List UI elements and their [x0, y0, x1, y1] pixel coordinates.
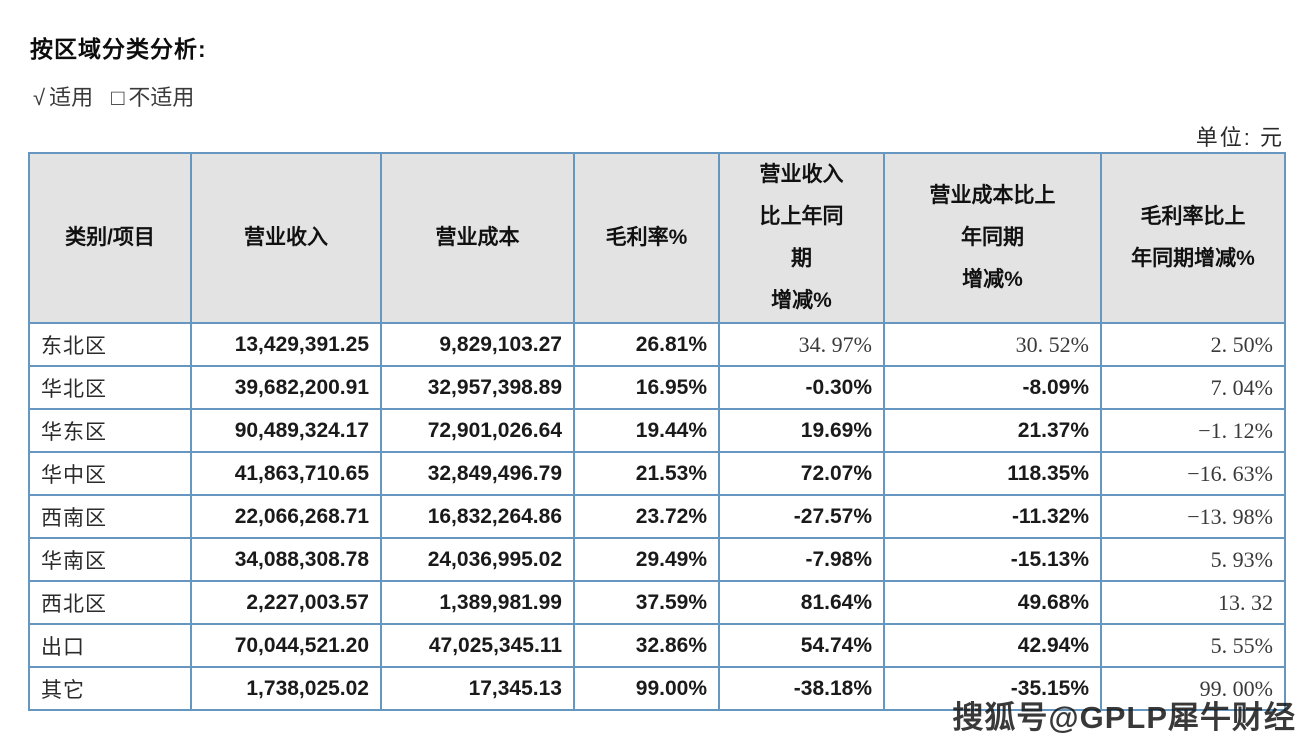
table-header-cell: 毛利率% — [573, 152, 720, 324]
table-cell: 118.35% — [883, 451, 1102, 496]
table-cell: 34. 97% — [718, 322, 885, 367]
table-row: 华中区 41,863,710.65 32,849,496.79 21.53% 72.07… — [28, 451, 1286, 496]
table-header-cell: 营业成本 — [380, 152, 575, 324]
table-cell: −16. 63% — [1100, 451, 1286, 496]
table-header-cell: 营业成本比上 年同期 增减% — [883, 152, 1102, 324]
table-header-cell: 营业收入 比上年同 期 增减% — [718, 152, 885, 324]
watermark: 搜狐号@GPLP犀牛财经 — [952, 700, 1296, 735]
table-cell: 42.94% — [883, 623, 1102, 668]
table-row: 出口 70,044,521.20 47,025,345.11 32.86% 54.74%… — [28, 623, 1286, 668]
row-label-cell: 华东区 — [28, 408, 192, 453]
table-body: 东北区 13,429,391.25 9,829,103.27 26.81% 34. 97… — [28, 322, 1286, 711]
table-cell: 16,832,264.86 — [380, 494, 575, 539]
table-cell: 72,901,026.64 — [380, 408, 575, 453]
table-cell: 1,738,025.02 — [190, 666, 382, 711]
checkmark-icon: √ — [33, 85, 46, 110]
table-cell: 23.72% — [573, 494, 720, 539]
table-row: 华北区 39,682,200.91 32,957,398.89 16.95% -0.30… — [28, 365, 1286, 410]
table-cell: 19.69% — [718, 408, 885, 453]
row-label-cell: 东北区 — [28, 322, 192, 367]
table-row: 西南区 22,066,268.71 16,832,264.86 23.72% -27.5… — [28, 494, 1286, 539]
table-cell: 32,957,398.89 — [380, 365, 575, 410]
row-label-cell: 出口 — [28, 623, 192, 668]
table-cell: −13. 98% — [1100, 494, 1286, 539]
table-row: 其它 1,738,025.02 17,345.13 99.00% -38.18% -35.… — [28, 666, 1286, 711]
table-row: 东北区 13,429,391.25 9,829,103.27 26.81% 34. 97… — [28, 322, 1286, 367]
table-cell: 13,429,391.25 — [190, 322, 382, 367]
row-label-cell: 华南区 — [28, 537, 192, 582]
table-header-row: 类别/项目 营业收入 营业成本 毛利率% 营业收入 比上年同 期 增减% 营业成本比上 年… — [28, 152, 1286, 324]
applicable-label: 适用 — [49, 85, 94, 110]
table-header-cell: 类别/项目 — [28, 152, 192, 324]
table-cell: -35.15% — [883, 666, 1102, 711]
section-title: 按区域分类分析: — [30, 36, 207, 62]
table-cell: 7. 04% — [1100, 365, 1286, 410]
table-cell: 2,227,003.57 — [190, 580, 382, 625]
table-row: 华东区 90,489,324.17 72,901,026.64 19.44% 19.69… — [28, 408, 1286, 453]
table-cell: -27.57% — [718, 494, 885, 539]
applicable-option: √ 适用 — [33, 85, 93, 110]
table-cell: -11.32% — [883, 494, 1102, 539]
table-cell: 26.81% — [573, 322, 720, 367]
table-cell: 29.49% — [573, 537, 720, 582]
table-cell: 41,863,710.65 — [190, 451, 382, 496]
table-header-cell: 营业收入 — [190, 152, 382, 324]
table-cell: 2. 50% — [1100, 322, 1286, 367]
table-row: 西北区 2,227,003.57 1,389,981.99 37.59% 81.64% 4… — [28, 580, 1286, 625]
table-cell: 21.53% — [573, 451, 720, 496]
row-label-cell: 西北区 — [28, 580, 192, 625]
table-cell: 37.59% — [573, 580, 720, 625]
table-cell: 32.86% — [573, 623, 720, 668]
table-header: 类别/项目 营业收入 营业成本 毛利率% 营业收入 比上年同 期 增减% 营业成本比上 年… — [28, 152, 1286, 324]
not-applicable-option: □ 不适用 — [111, 85, 194, 110]
region-analysis-table: 类别/项目 营业收入 营业成本 毛利率% 营业收入 比上年同 期 增减% 营业成本比上 年… — [28, 152, 1286, 711]
table-header-cell: 毛利率比上 年同期增减% — [1100, 152, 1286, 324]
table-cell: 9,829,103.27 — [380, 322, 575, 367]
table-cell: 13. 32 — [1100, 580, 1286, 625]
table-cell: 34,088,308.78 — [190, 537, 382, 582]
row-label-cell: 华北区 — [28, 365, 192, 410]
row-label-cell: 华中区 — [28, 451, 192, 496]
table-cell: −1. 12% — [1100, 408, 1286, 453]
table-cell: 99. 00% — [1100, 666, 1286, 711]
table-cell: 19.44% — [573, 408, 720, 453]
table-cell: -8.09% — [883, 365, 1102, 410]
table-cell: 16.95% — [573, 365, 720, 410]
table-cell: 17,345.13 — [380, 666, 575, 711]
table-cell: -38.18% — [718, 666, 885, 711]
table-cell: 90,489,324.17 — [190, 408, 382, 453]
table-cell: 72.07% — [718, 451, 885, 496]
table-cell: 30. 52% — [883, 322, 1102, 367]
table-cell: 22,066,268.71 — [190, 494, 382, 539]
table-cell: 81.64% — [718, 580, 885, 625]
table-cell: 24,036,995.02 — [380, 537, 575, 582]
table-cell: -0.30% — [718, 365, 885, 410]
table-cell: 49.68% — [883, 580, 1102, 625]
table-cell: 5. 93% — [1100, 537, 1286, 582]
row-label-cell: 西南区 — [28, 494, 192, 539]
table-cell: 1,389,981.99 — [380, 580, 575, 625]
table-cell: 39,682,200.91 — [190, 365, 382, 410]
unit-label: 单位: 元 — [1195, 125, 1284, 150]
table-cell: 5. 55% — [1100, 623, 1286, 668]
table-cell: 21.37% — [883, 408, 1102, 453]
table-cell: 54.74% — [718, 623, 885, 668]
table-cell: 99.00% — [573, 666, 720, 711]
table-row: 华南区 34,088,308.78 24,036,995.02 29.49% -7.98… — [28, 537, 1286, 582]
checkbox-icon: □ — [111, 85, 125, 110]
table-cell: 70,044,521.20 — [190, 623, 382, 668]
row-label-cell: 其它 — [28, 666, 192, 711]
table-cell: 47,025,345.11 — [380, 623, 575, 668]
table-cell: 32,849,496.79 — [380, 451, 575, 496]
not-applicable-label: 不适用 — [128, 85, 195, 110]
table-cell: -15.13% — [883, 537, 1102, 582]
table-cell: -7.98% — [718, 537, 885, 582]
applicability-line: √ 适用 □ 不适用 — [33, 80, 212, 112]
